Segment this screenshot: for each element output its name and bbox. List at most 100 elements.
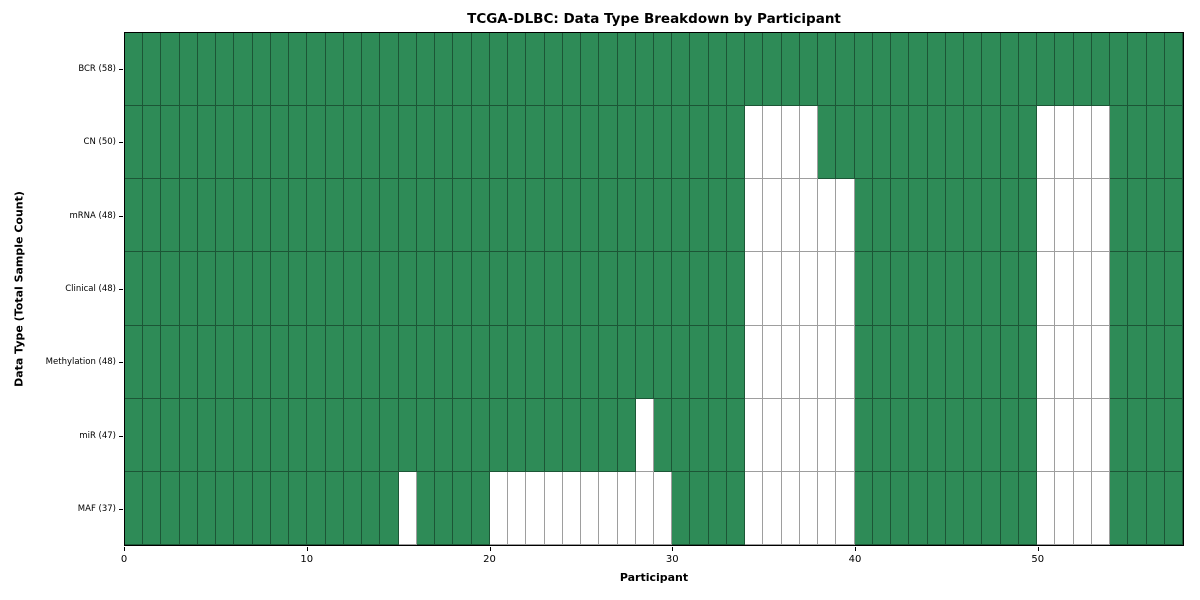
- heatmap-cell: [1128, 398, 1147, 472]
- heatmap-cell: [964, 471, 983, 545]
- heatmap-cell: [945, 471, 965, 545]
- heatmap-cell: [836, 325, 855, 399]
- heatmap-cell: [435, 325, 454, 399]
- heatmap-cell: [362, 106, 381, 180]
- heatmap-cell: [325, 471, 344, 545]
- heatmap-cell: [927, 471, 946, 545]
- heatmap-cell: [581, 398, 600, 472]
- x-tick-mark: [672, 547, 674, 551]
- heatmap-cell: [635, 471, 654, 545]
- heatmap-cell: [362, 471, 381, 545]
- heatmap-cell: [1128, 33, 1147, 107]
- heatmap-cell: [380, 398, 399, 472]
- heatmap-cell: [708, 398, 727, 472]
- heatmap-cell: [909, 33, 928, 107]
- heatmap-cell: [1018, 179, 1038, 253]
- heatmap-cell: [818, 325, 837, 399]
- heatmap-cell: [252, 33, 271, 107]
- heatmap-cell: [781, 106, 800, 180]
- heatmap-cell: [143, 398, 162, 472]
- heatmap-cell: [708, 106, 727, 180]
- heatmap-cell: [325, 252, 344, 326]
- heatmap-cell: [489, 33, 509, 107]
- heatmap-cell: [197, 398, 217, 472]
- heatmap-cell: [581, 179, 600, 253]
- heatmap-cell: [1164, 471, 1183, 545]
- heatmap-cell: [307, 106, 326, 180]
- heatmap-cell: [617, 398, 636, 472]
- heatmap-cell: [690, 106, 709, 180]
- heatmap-cell: [781, 252, 800, 326]
- heatmap-cell: [653, 106, 673, 180]
- heatmap-cell: [234, 252, 253, 326]
- heatmap-cell: [818, 471, 837, 545]
- heatmap-cell: [125, 33, 144, 107]
- y-tick-label: miR (47): [79, 430, 116, 441]
- heatmap-cell: [197, 252, 217, 326]
- heatmap-cell: [1091, 106, 1111, 180]
- heatmap-cell: [927, 325, 946, 399]
- y-tick-label: MAF (37): [77, 504, 116, 515]
- heatmap-cell: [726, 398, 746, 472]
- heatmap-cell: [489, 471, 509, 545]
- heatmap-cell: [179, 471, 198, 545]
- heatmap-cell: [216, 179, 235, 253]
- x-tick-mark: [855, 547, 857, 551]
- heatmap-cell: [1110, 325, 1129, 399]
- y-tick-mark: [119, 215, 123, 217]
- heatmap-cell: [745, 325, 764, 399]
- heatmap-cell: [1000, 106, 1019, 180]
- heatmap-cell: [653, 471, 673, 545]
- heatmap-cell: [891, 398, 910, 472]
- x-tick-label: 10: [300, 554, 314, 565]
- heatmap-cell: [252, 325, 271, 399]
- heatmap-cell: [197, 471, 217, 545]
- heatmap-cell: [197, 325, 217, 399]
- heatmap-cell: [599, 33, 618, 107]
- heatmap-cell: [161, 398, 180, 472]
- heatmap-cell: [398, 325, 417, 399]
- heatmap-cell: [307, 325, 326, 399]
- heatmap-cell: [197, 179, 217, 253]
- heatmap-cell: [270, 325, 290, 399]
- heatmap-cell: [1128, 325, 1147, 399]
- heatmap-cell: [672, 179, 691, 253]
- heatmap-cell: [307, 471, 326, 545]
- heatmap-cell: [1146, 252, 1165, 326]
- heatmap-cell: [1055, 252, 1074, 326]
- heatmap-cell: [964, 106, 983, 180]
- heatmap-cell: [508, 325, 527, 399]
- heatmap-cell: [435, 471, 454, 545]
- heatmap-cell: [398, 252, 417, 326]
- y-tick-label: Clinical (48): [65, 284, 116, 294]
- heatmap-cell: [435, 398, 454, 472]
- heatmap-cell: [343, 398, 363, 472]
- heatmap-cell: [799, 106, 819, 180]
- heatmap-cell: [872, 33, 892, 107]
- heatmap-cell: [745, 471, 764, 545]
- heatmap-cell: [471, 471, 490, 545]
- heatmap-cell: [672, 33, 691, 107]
- heatmap-cell: [781, 398, 800, 472]
- heatmap-cell: [1164, 252, 1183, 326]
- heatmap-cell: [599, 179, 618, 253]
- heatmap-cell: [471, 325, 490, 399]
- chart-title: TCGA-DLBC: Data Type Breakdown by Partic…: [467, 11, 841, 27]
- heatmap-cell: [380, 179, 399, 253]
- heatmap-cell: [617, 106, 636, 180]
- heatmap-cell: [489, 179, 509, 253]
- heatmap-cell: [416, 106, 436, 180]
- heatmap-cell: [635, 325, 654, 399]
- heatmap-cell: [891, 106, 910, 180]
- heatmap-cell: [289, 471, 308, 545]
- x-tick-mark: [1037, 547, 1039, 551]
- heatmap-cell: [799, 33, 819, 107]
- heatmap-cell: [289, 398, 308, 472]
- heatmap-cell: [653, 33, 673, 107]
- heatmap-cell: [672, 325, 691, 399]
- heatmap-cell: [708, 471, 727, 545]
- heatmap-cell: [599, 471, 618, 545]
- heatmap-cell: [362, 179, 381, 253]
- heatmap-cell: [125, 398, 144, 472]
